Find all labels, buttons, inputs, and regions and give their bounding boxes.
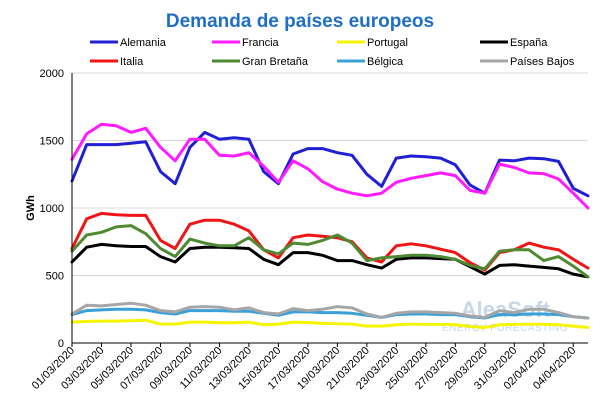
watermark-tagline: ENERGY FORECASTING	[442, 323, 568, 334]
y-tick-label: 1500	[40, 136, 64, 148]
y-axis-label: GWh	[25, 195, 37, 221]
chart-title: Demanda de países europeos	[166, 11, 434, 32]
legend-label: Alemania	[120, 37, 167, 49]
legend-label: Bélgica	[367, 56, 404, 68]
y-axis-ticks: 0 500 1000 1500 2000	[40, 68, 64, 350]
legend-label: Portugal	[367, 37, 408, 49]
legend-item-francia: Francia	[212, 37, 280, 49]
y-tick-label: 2000	[40, 68, 64, 80]
y-tick-label: 0	[58, 338, 64, 350]
series-line-gran-bretana	[70, 224, 590, 279]
legend-label: Países Bajos	[510, 56, 575, 68]
legend-item-gran-bretana: Gran Bretaña	[212, 56, 309, 68]
series-line-alemania	[70, 130, 590, 198]
series-lines	[70, 122, 590, 329]
y-tick-label: 1000	[40, 203, 64, 215]
axes	[71, 73, 588, 344]
x-axis-ticks: 01/03/202003/03/202005/03/202007/03/2020…	[30, 343, 578, 392]
series-line-francia	[70, 122, 590, 210]
legend-item-portugal: Portugal	[337, 37, 408, 49]
legend-label: Gran Bretaña	[242, 56, 309, 68]
legend-item-alemania: Alemania	[90, 37, 167, 49]
series-line-italia	[70, 211, 590, 272]
legend: Alemania Francia Portugal España Italia Gran …	[90, 37, 575, 68]
series-line-portugal	[70, 318, 590, 329]
legend-item-paises-bajos: Países Bajos	[480, 56, 575, 68]
series-line-espana	[70, 242, 590, 279]
grid	[72, 72, 588, 276]
legend-item-espana: España	[480, 37, 548, 49]
legend-label: Francia	[242, 37, 280, 49]
series-line-paises-bajos	[70, 301, 590, 320]
y-tick-label: 500	[46, 271, 64, 283]
legend-item-italia: Italia	[90, 56, 144, 68]
legend-label: España	[510, 37, 548, 49]
series-line-belgica	[70, 307, 590, 320]
legend-label: Italia	[120, 56, 144, 68]
legend-item-belgica: Bélgica	[337, 56, 404, 68]
